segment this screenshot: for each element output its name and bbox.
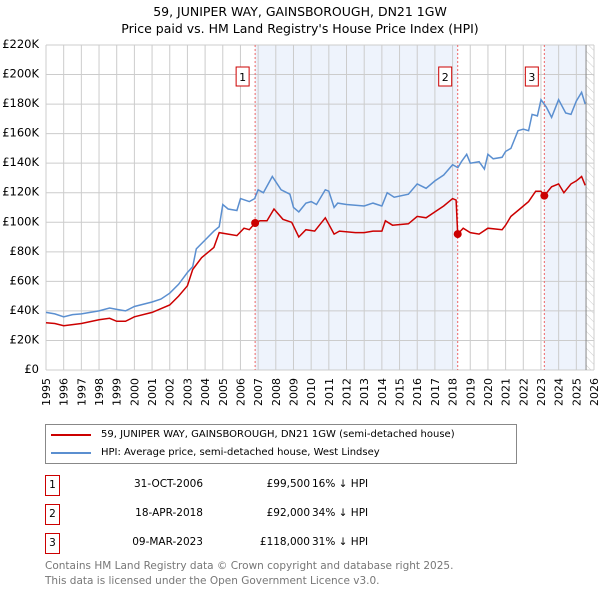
- y-tick-label: £140K: [2, 155, 39, 169]
- x-tick-label: 2025: [570, 378, 583, 406]
- y-tick-label: £200K: [2, 67, 39, 81]
- sale-label-box: [438, 66, 453, 87]
- transaction-price: £92,000: [266, 507, 310, 519]
- sale-point: [453, 230, 462, 239]
- legend-swatch-blue: [51, 452, 91, 454]
- x-tick-label: 2003: [181, 378, 194, 406]
- sale-label: 1: [239, 71, 246, 84]
- x-tick-label: 2001: [146, 378, 159, 406]
- x-tick-label: 1998: [93, 378, 106, 406]
- x-tick-label: 2004: [199, 378, 212, 406]
- x-tick-label: 1996: [58, 378, 71, 406]
- x-tick-label: 1995: [40, 378, 53, 406]
- x-tick-label: 1999: [111, 378, 124, 406]
- x-tick-label: 2016: [411, 378, 424, 406]
- sale-label: 3: [528, 71, 535, 84]
- hpi-line: [45, 90, 586, 318]
- x-tick-label: 2017: [429, 378, 442, 406]
- legend-item-hpi: HPI: Average price, semi-detached house,…: [51, 446, 380, 460]
- x-tick-label: 2026: [588, 378, 600, 406]
- transaction-price: £118,000: [259, 536, 310, 548]
- sale-label-box: [235, 66, 250, 87]
- x-tick-label: 2018: [447, 378, 460, 406]
- x-tick-label: 2021: [500, 378, 513, 406]
- x-tick-label: 2013: [358, 378, 371, 406]
- y-tick-label: £100K: [2, 214, 39, 228]
- y-tick-label: £180K: [2, 96, 39, 110]
- x-tick-label: 2022: [517, 378, 530, 406]
- x-tick-label: 2019: [464, 378, 477, 406]
- legend-label-property: 59, JUNIPER WAY, GAINSBOROUGH, DN21 1GW …: [101, 429, 455, 440]
- x-tick-label: 2020: [482, 378, 495, 406]
- x-tick-label: 2000: [128, 378, 141, 406]
- transaction-row: 1 31-OCT-2006 £99,500 16% ↓ HPI: [45, 475, 465, 496]
- x-tick-label: 2015: [394, 378, 407, 406]
- x-tick-label: 2005: [217, 378, 230, 406]
- x-tick-label: 2006: [234, 378, 247, 406]
- sale-point: [251, 219, 260, 228]
- transaction-row: 2 18-APR-2018 £92,000 34% ↓ HPI: [45, 504, 465, 525]
- y-tick-label: £220K: [2, 37, 39, 51]
- future-hatch: [586, 45, 594, 370]
- x-tick-label: 2024: [553, 378, 566, 406]
- x-tick-label: 2012: [341, 378, 354, 406]
- x-tick-label: 2007: [252, 378, 265, 406]
- x-tick-label: 2002: [164, 378, 177, 406]
- chart-title: 59, JUNIPER WAY, GAINSBOROUGH, DN21 1GW: [153, 4, 447, 19]
- legend: 59, JUNIPER WAY, GAINSBOROUGH, DN21 1GW …: [45, 424, 517, 464]
- x-tick-label: 2008: [270, 378, 283, 406]
- y-tick-label: £60K: [10, 273, 40, 287]
- x-tick-label: 2010: [305, 378, 318, 406]
- x-tick-label: 2014: [376, 378, 389, 406]
- property-price-line: [45, 175, 586, 327]
- x-tick-label: 1997: [75, 378, 88, 406]
- sale-label: 2: [442, 71, 449, 84]
- shaded-period: [544, 45, 587, 370]
- transaction-price: £99,500: [266, 478, 310, 490]
- y-tick-label: £40K: [10, 303, 40, 317]
- shaded-period: [255, 45, 458, 370]
- transaction-hpi-diff: 34% ↓ HPI: [312, 507, 369, 519]
- y-tick-label: £120K: [2, 185, 39, 199]
- footer-licence: This data is licensed under the Open Gov…: [45, 575, 380, 587]
- y-tick-label: £20K: [10, 332, 40, 346]
- sale-point: [540, 191, 549, 200]
- transaction-date: 09-MAR-2023: [132, 536, 203, 548]
- y-tick-label: £160K: [2, 126, 39, 140]
- transaction-date: 18-APR-2018: [135, 507, 203, 519]
- transaction-date: 31-OCT-2006: [134, 478, 203, 490]
- transaction-number: 2: [45, 504, 60, 525]
- transaction-hpi-diff: 16% ↓ HPI: [312, 478, 369, 490]
- transaction-number: 3: [45, 533, 60, 554]
- sale-label-box: [524, 66, 539, 87]
- x-tick-label: 2009: [287, 378, 300, 406]
- legend-swatch-red: [51, 434, 91, 436]
- footer-copyright: Contains HM Land Registry data © Crown c…: [45, 560, 454, 572]
- y-tick-label: £0: [24, 362, 39, 376]
- y-tick-label: £80K: [10, 244, 40, 258]
- transaction-row: 3 09-MAR-2023 £118,000 31% ↓ HPI: [45, 533, 465, 554]
- legend-label-hpi: HPI: Average price, semi-detached house,…: [101, 447, 380, 458]
- x-tick-label: 2023: [535, 378, 548, 406]
- price-chart: 1995 1996 1997 1998 1999 2000 2001 2002 2003 2004…: [2, 37, 600, 406]
- x-tick-label: 2011: [323, 378, 336, 406]
- transaction-number: 1: [45, 475, 60, 496]
- transaction-hpi-diff: 31% ↓ HPI: [312, 536, 369, 548]
- chart-subtitle: Price paid vs. HM Land Registry's House …: [121, 21, 479, 36]
- legend-item-property: 59, JUNIPER WAY, GAINSBOROUGH, DN21 1GW …: [51, 428, 455, 442]
